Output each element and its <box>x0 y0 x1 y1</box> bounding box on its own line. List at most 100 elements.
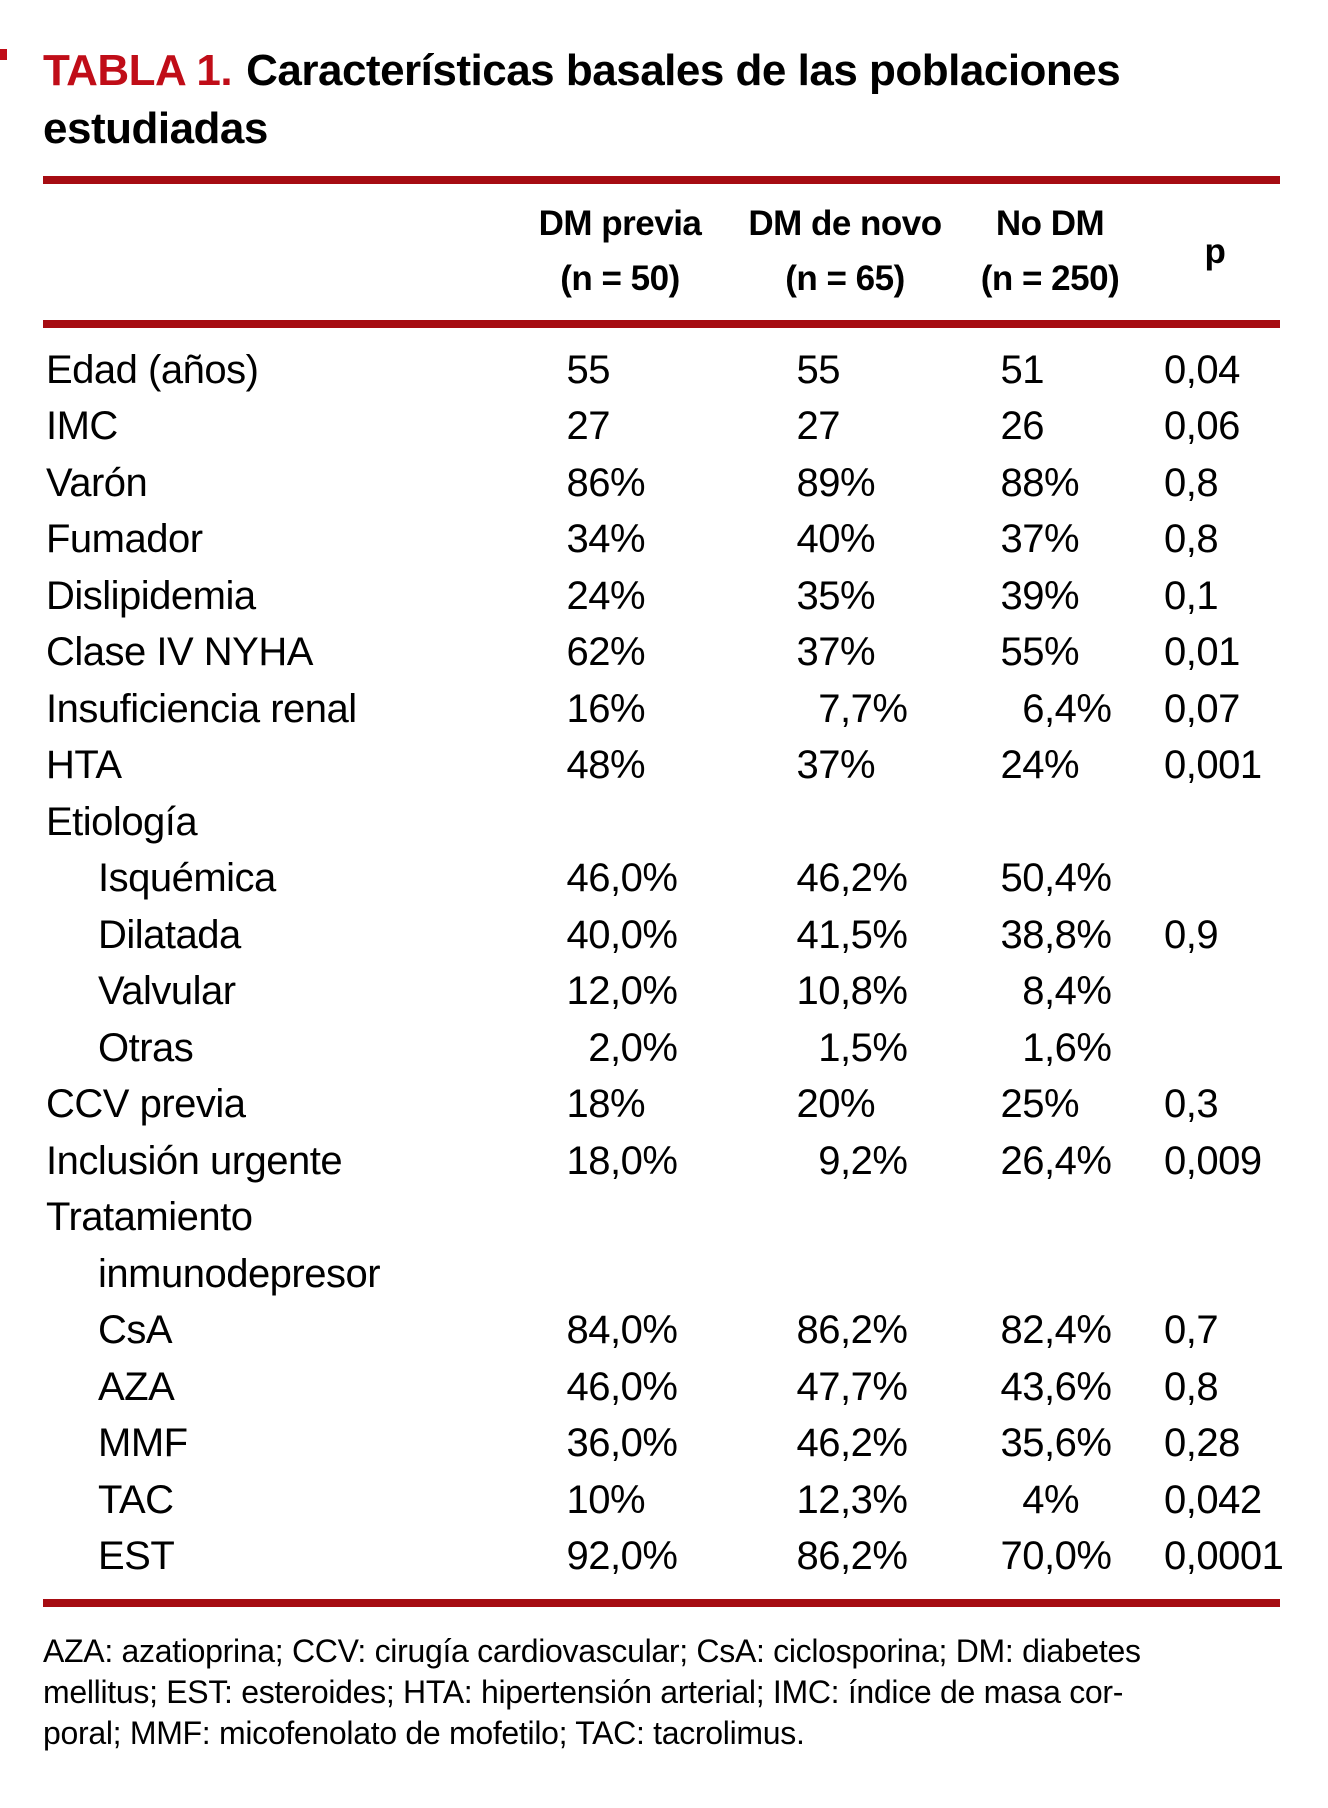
cell-dm-previa: 24% <box>566 573 646 618</box>
cell-no-dm: 88% <box>1000 460 1080 505</box>
cell-dm-previa: 62% <box>566 630 646 675</box>
cell-p-value: 0,0001 <box>1164 1534 1284 1579</box>
table-row-est: EST 92,0% 86,2% 70,0% 0,0001 <box>43 1529 1284 1586</box>
table-row-etiologia: Etiología <box>43 794 1280 851</box>
table-row-tratamiento: Tratamiento <box>43 1190 1280 1247</box>
table-row-hta: HTA 48% 37% 24% 0,001 <box>43 738 1280 795</box>
cell-no-dm: 8,4% <box>1022 969 1112 1014</box>
column-header-dm-de-novo: DM de novo (n = 65) <box>740 196 950 306</box>
table-row-dilatada: Dilatada 40,0% 41,5% 38,8% 0,9 <box>43 907 1280 964</box>
cell-p-value: 0,8 <box>1164 517 1219 562</box>
footnote-line: mellitus; EST: esteroides; HTA: hiperten… <box>43 1674 1124 1710</box>
table-row-mmf: MMF 36,0% 46,2% 35,6% 0,28 <box>43 1416 1280 1473</box>
row-label: TAC <box>98 1477 174 1522</box>
cell-no-dm <box>950 1195 1150 1240</box>
cell-dm-de-novo: 9,2% <box>818 1138 908 1183</box>
divider-top <box>43 176 1280 184</box>
row-label: Clase IV NYHA <box>46 630 313 675</box>
cell-p-value: 0,7 <box>1164 1308 1219 1353</box>
cell-dm-previa: 55 <box>566 347 611 392</box>
cell-no-dm: 4% <box>1022 1477 1080 1522</box>
cell-dm-de-novo: 86,2% <box>796 1534 908 1579</box>
cell-dm-previa: 48% <box>566 743 646 788</box>
cell-dm-previa <box>500 1252 740 1297</box>
column-header-line2: (n = 250) <box>980 259 1120 298</box>
cell-dm-de-novo: 1,5% <box>818 1025 908 1070</box>
cell-no-dm: 50,4% <box>1000 856 1112 901</box>
cell-p-value: 0,1 <box>1164 573 1219 618</box>
table-row-valvular: Valvular 12,0% 10,8% 8,4% <box>43 964 1280 1021</box>
cell-dm-de-novo: 86,2% <box>796 1308 908 1353</box>
cell-dm-previa <box>500 1195 740 1240</box>
row-label: Inclusión urgente <box>46 1138 343 1183</box>
cell-dm-de-novo: 37% <box>796 630 876 675</box>
cell-p-value: 0,9 <box>1164 912 1219 957</box>
table-row-tac: TAC 10% 12,3% 4% 0,042 <box>43 1472 1280 1529</box>
column-header-line1: DM de novo <box>748 204 942 243</box>
row-label: Insuficiencia renal <box>46 686 357 731</box>
cell-dm-previa <box>500 800 740 845</box>
cell-dm-previa: 92,0% <box>566 1534 678 1579</box>
table-header-row: DM previa (n = 50) DM de novo (n = 65) N… <box>43 184 1280 320</box>
cell-dm-previa: 18,0% <box>566 1138 678 1183</box>
row-label: CCV previa <box>46 1082 246 1127</box>
cell-dm-de-novo: 35% <box>796 573 876 618</box>
table-row-dislipidemia: Dislipidemia 24% 35% 39% 0,1 <box>43 568 1280 625</box>
table-row-inmunodepresor: inmunodepresor <box>43 1246 1280 1303</box>
cell-dm-de-novo: 89% <box>796 460 876 505</box>
cell-dm-de-novo: 46,2% <box>796 1421 908 1466</box>
row-label: Edad (años) <box>46 347 259 392</box>
cell-no-dm: 55% <box>1000 630 1080 675</box>
cell-p-value: 0,01 <box>1164 630 1240 675</box>
cell-dm-de-novo: 41,5% <box>796 912 908 957</box>
table-row-insuficiencia-renal: Insuficiencia renal 16% 7,7% 6,4% 0,07 <box>43 681 1280 738</box>
table-title: TABLA 1. Características basales de las p… <box>43 0 1280 158</box>
row-label: Dislipidemia <box>46 573 256 618</box>
column-header-dm-previa: DM previa (n = 50) <box>500 196 740 306</box>
scan-artifact <box>0 49 7 60</box>
cell-dm-previa: 10% <box>566 1477 646 1522</box>
cell-p-value: 0,001 <box>1164 743 1262 788</box>
table-row-fumador: Fumador 34% 40% 37% 0,8 <box>43 512 1280 569</box>
cell-no-dm: 70,0% <box>1000 1534 1112 1579</box>
cell-dm-de-novo <box>740 1252 950 1297</box>
cell-p-value: 0,3 <box>1164 1082 1219 1127</box>
row-label: Dilatada <box>98 912 241 957</box>
divider-header <box>43 320 1280 328</box>
cell-no-dm: 37% <box>1000 517 1080 562</box>
footnote-line: AZA: azatioprina; CCV: cirugía cardiovas… <box>43 1633 1141 1669</box>
cell-no-dm: 39% <box>1000 573 1080 618</box>
cell-dm-previa: 12,0% <box>566 969 678 1014</box>
cell-dm-previa: 46,0% <box>566 856 678 901</box>
cell-no-dm: 26 <box>1000 404 1045 449</box>
cell-no-dm: 1,6% <box>1022 1025 1112 1070</box>
table-row-clase-iv-nyha: Clase IV NYHA 62% 37% 55% 0,01 <box>43 625 1280 682</box>
column-header-no-dm: No DM (n = 250) <box>950 196 1150 306</box>
footnote-line: poral; MMF: micofenolato de mofetilo; TA… <box>43 1715 805 1751</box>
column-header-line2: (n = 50) <box>560 259 680 298</box>
cell-p-value: 0,009 <box>1164 1138 1262 1183</box>
table-page: TABLA 1. Características basales de las p… <box>43 0 1284 1751</box>
cell-dm-de-novo: 37% <box>796 743 876 788</box>
row-label: Valvular <box>98 969 236 1014</box>
cell-no-dm: 38,8% <box>1000 912 1112 957</box>
cell-no-dm: 51 <box>1000 347 1045 392</box>
row-label: MMF <box>98 1421 188 1466</box>
cell-dm-previa: 46,0% <box>566 1364 678 1409</box>
cell-no-dm <box>950 800 1150 845</box>
row-label: inmunodepresor <box>98 1251 381 1296</box>
cell-dm-de-novo <box>740 800 950 845</box>
cell-dm-de-novo: 46,2% <box>796 856 908 901</box>
cell-p-value: 0,04 <box>1164 347 1240 392</box>
column-header-line1: No DM <box>995 204 1105 243</box>
divider-bottom <box>43 1599 1280 1607</box>
row-label: Varón <box>46 460 148 505</box>
cell-dm-de-novo <box>740 1195 950 1240</box>
table-row-varon: Varón 86% 89% 88% 0,8 <box>43 455 1280 512</box>
table-row-isquemica: Isquémica 46,0% 46,2% 50,4% <box>43 851 1280 908</box>
table-row-csa: CsA 84,0% 86,2% 82,4% 0,7 <box>43 1303 1280 1360</box>
cell-p-value: 0,8 <box>1164 460 1219 505</box>
row-label: AZA <box>98 1364 175 1409</box>
row-label: Isquémica <box>98 856 276 901</box>
cell-dm-previa: 34% <box>566 517 646 562</box>
